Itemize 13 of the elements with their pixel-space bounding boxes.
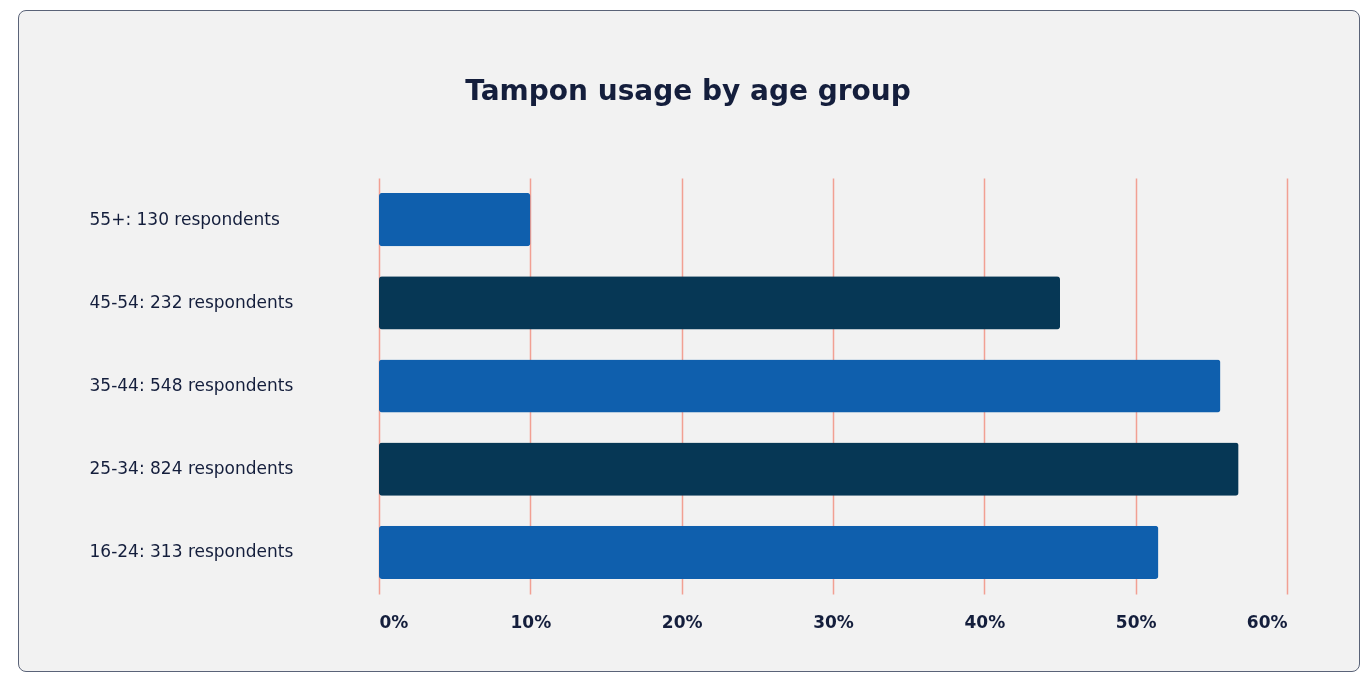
- x-tick-label: 30%: [813, 611, 854, 632]
- y-tick-label: 55+: 130 respondents: [89, 208, 280, 229]
- y-tick-label: 25-34: 824 respondents: [89, 458, 294, 479]
- x-tick-label: 60%: [1246, 611, 1288, 632]
- y-tick-label: 45-54: 232 respondents: [89, 291, 294, 312]
- x-tick-label: 50%: [1115, 611, 1157, 632]
- y-tick-label: 16-24: 313 respondents: [89, 541, 294, 562]
- x-tick-label: 20%: [661, 611, 703, 632]
- x-tick-label: 0%: [379, 611, 409, 632]
- x-tick-label: 40%: [964, 611, 1006, 632]
- x-tick-label: 10%: [510, 611, 552, 632]
- chart-title: Tampon usage by age group: [465, 74, 911, 107]
- y-tick-label: 35-44: 548 respondents: [89, 375, 294, 395]
